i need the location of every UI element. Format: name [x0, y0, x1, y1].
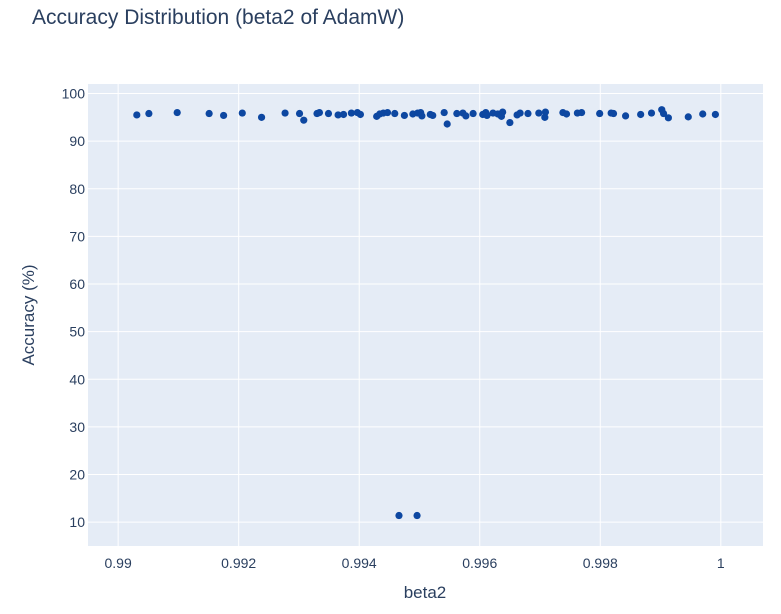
data-point: [577, 108, 586, 117]
y-tick-label: 20: [69, 467, 85, 483]
y-gridlines: [88, 93, 763, 523]
x-axis-label: beta2: [404, 583, 447, 602]
data-point: [205, 109, 213, 118]
data-points: [133, 106, 719, 520]
y-tick-label: 90: [69, 133, 85, 149]
data-point: [664, 114, 672, 122]
data-point: [145, 109, 153, 118]
data-point: [324, 109, 333, 118]
data-point: [220, 111, 228, 120]
data-point: [462, 112, 470, 120]
data-point: [383, 108, 392, 117]
data-point: [596, 109, 604, 118]
data-point: [541, 108, 550, 116]
data-point: [637, 110, 645, 119]
data-point: [429, 111, 437, 120]
x-tick-label: 0.996: [462, 555, 497, 571]
data-point: [647, 109, 656, 117]
data-point: [499, 108, 507, 116]
data-point: [541, 113, 549, 121]
y-tick-label: 60: [69, 276, 85, 292]
data-point: [443, 120, 451, 128]
data-point: [173, 108, 181, 117]
x-tick-label: 1: [717, 555, 725, 571]
data-point: [483, 111, 491, 120]
chart-title: Accuracy Distribution (beta2 of AdamW): [32, 6, 404, 29]
data-point: [684, 113, 692, 121]
data-point: [469, 109, 477, 118]
y-tick-label: 80: [69, 181, 85, 197]
data-point: [395, 511, 403, 520]
data-point: [339, 110, 348, 119]
data-point: [524, 109, 532, 118]
data-point: [300, 116, 308, 124]
x-tick-label: 0.992: [221, 555, 256, 571]
data-point: [711, 110, 719, 119]
x-tick-label: 0.99: [105, 555, 132, 571]
y-tick-label: 50: [69, 324, 85, 340]
data-point: [453, 109, 461, 118]
x-gridlines: [117, 84, 722, 546]
x-tick-label: 0.998: [583, 555, 618, 571]
y-tick-label: 100: [62, 86, 86, 102]
x-axis-ticks: 0.99 0.992 0.994 0.996 0.998 1: [105, 555, 725, 571]
y-tick-label: 70: [69, 228, 85, 244]
data-point: [659, 109, 668, 118]
data-point: [562, 110, 571, 118]
data-point: [295, 109, 304, 118]
data-point: [391, 109, 399, 118]
x-tick-label: 0.994: [342, 555, 377, 571]
data-point: [400, 111, 409, 120]
data-point: [315, 108, 324, 117]
data-point: [516, 109, 524, 117]
data-point: [347, 109, 355, 117]
data-point: [418, 112, 426, 120]
data-point: [257, 113, 266, 121]
data-point: [609, 109, 618, 118]
data-point: [334, 111, 342, 119]
data-point: [440, 108, 448, 117]
y-tick-label: 40: [69, 371, 85, 387]
plot-area: [88, 84, 763, 546]
data-point: [133, 111, 141, 119]
y-tick-label: 30: [69, 419, 85, 435]
data-point: [413, 511, 421, 520]
data-point: [356, 110, 365, 119]
data-point: [535, 109, 543, 117]
data-point: [238, 109, 246, 117]
y-axis-ticks: 10 20 30 40 50 60 70 80 90 100: [62, 86, 86, 531]
y-axis-label: Accuracy (%): [19, 264, 38, 365]
data-point: [621, 112, 630, 120]
data-point: [506, 118, 514, 127]
data-point: [699, 110, 707, 118]
y-tick-label: 10: [69, 514, 85, 530]
data-point: [281, 109, 289, 117]
